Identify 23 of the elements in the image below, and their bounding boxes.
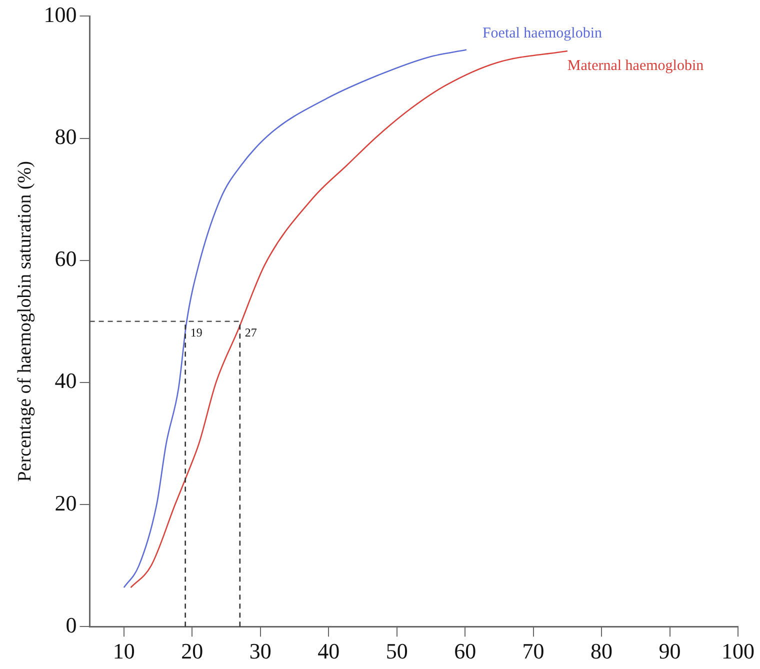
y-tick-label: 100 (44, 2, 77, 27)
x-tick-label: 30 (249, 638, 272, 664)
y-tick-label: 40 (54, 368, 77, 394)
x-tick-label: 90 (658, 638, 681, 664)
x-tick-label: 10 (112, 638, 135, 664)
x-tick-label: 50 (386, 638, 408, 664)
ref-line-label: 27 (244, 326, 257, 340)
y-tick-label: 20 (54, 490, 77, 516)
x-tick-label: 40 (318, 638, 340, 664)
line-series (130, 50, 568, 588)
y-tick-label: 0 (66, 612, 77, 638)
y-tick-label: 80 (54, 124, 77, 150)
y-tick-label: 60 (54, 246, 77, 272)
y-axis-title: Percentage of haemoglobin saturation (%) (14, 161, 36, 482)
x-tick-label: 80 (590, 638, 613, 664)
series-label: Maternal haemoglobin (567, 58, 704, 74)
series-label: Foetal haemoglobin (482, 26, 602, 42)
x-tick-label: 20 (181, 638, 204, 664)
x-tick-label: 70 (522, 638, 544, 664)
x-tick-label: 60 (454, 638, 476, 664)
x-tick-label: 100 (722, 638, 754, 664)
ref-line-label: 19 (190, 326, 202, 340)
line-series (123, 49, 468, 588)
